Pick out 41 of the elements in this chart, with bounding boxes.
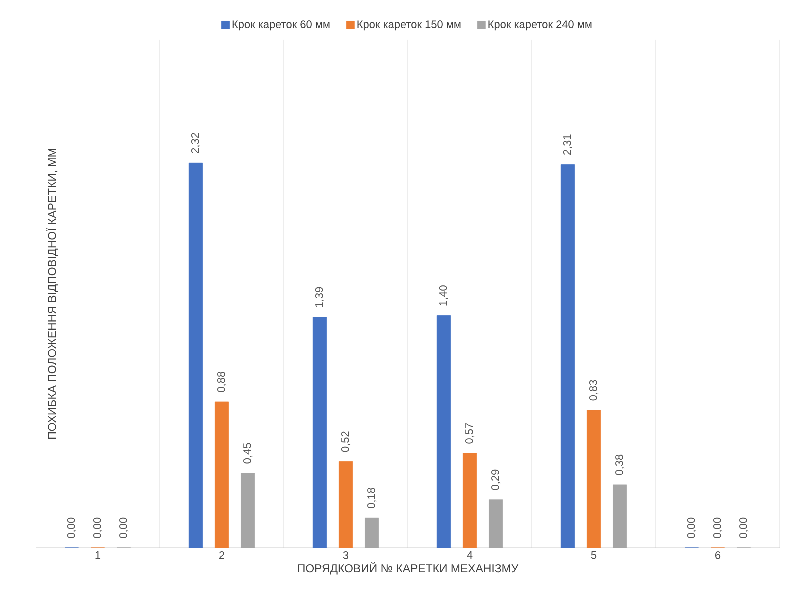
data-label: 0,00 bbox=[67, 518, 76, 538]
legend-label: Крок кареток 240 мм bbox=[488, 20, 592, 31]
y-axis-title: ПОХИБКА ПОЛОЖЕННЯ ВІДПОВІДНОЇ КАРЕТКИ, ММ bbox=[46, 149, 58, 439]
data-label: 0,88 bbox=[217, 372, 227, 392]
bar bbox=[241, 473, 256, 548]
bar bbox=[312, 317, 327, 548]
data-label: 0,45 bbox=[244, 443, 253, 464]
x-tick-label: 3 bbox=[343, 552, 349, 560]
data-label: 2,31 bbox=[563, 134, 572, 156]
bar bbox=[214, 402, 230, 548]
bar bbox=[586, 410, 602, 548]
data-label: 0,38 bbox=[616, 454, 625, 476]
data-label: 0,00 bbox=[713, 518, 723, 538]
x-tick-label: 5 bbox=[591, 552, 597, 560]
data-label: 0,83 bbox=[589, 380, 599, 401]
bar bbox=[436, 316, 451, 548]
data-label: 0,57 bbox=[465, 423, 475, 444]
bar bbox=[613, 484, 628, 548]
data-label: 0,00 bbox=[93, 518, 103, 538]
bar bbox=[338, 462, 354, 548]
data-label: 0,18 bbox=[368, 488, 377, 509]
data-label: 0,00 bbox=[120, 518, 129, 538]
data-label: 1,40 bbox=[439, 286, 448, 306]
data-label: 1,39 bbox=[315, 287, 324, 308]
data-label: 2,32 bbox=[191, 133, 200, 154]
x-tick-label: 4 bbox=[467, 552, 473, 560]
x-axis-title: ПОРЯДКОВИЙ № КАРЕТКИ МЕХАНІЗМУ bbox=[298, 562, 519, 575]
bar bbox=[365, 518, 380, 548]
bar bbox=[188, 162, 203, 548]
bar bbox=[489, 500, 504, 548]
x-tick-label: 2 bbox=[220, 552, 224, 560]
data-label: 0,00 bbox=[740, 518, 749, 538]
data-label: 0,00 bbox=[687, 518, 696, 538]
data-label: 0,29 bbox=[492, 470, 501, 490]
data-label: 0,52 bbox=[341, 432, 351, 452]
bar bbox=[462, 453, 478, 548]
legend-label: Крок кареток 150 мм bbox=[358, 20, 461, 31]
legend-label: Крок кареток 60 мм bbox=[232, 20, 330, 31]
x-tick-label: 6 bbox=[716, 552, 721, 560]
x-tick-label: 1 bbox=[96, 552, 101, 560]
bar bbox=[560, 164, 575, 548]
